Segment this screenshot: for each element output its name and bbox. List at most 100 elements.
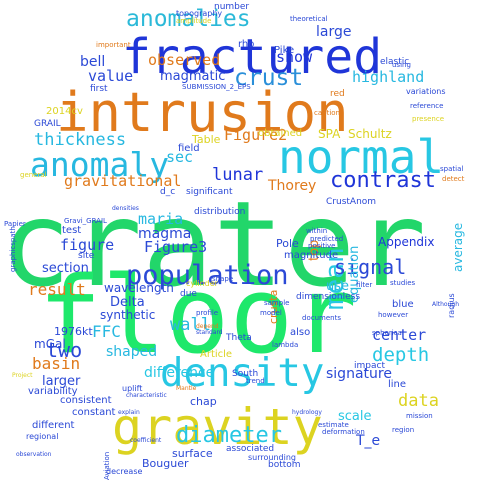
word-important: important: [96, 41, 131, 49]
word-1976kt: 1976kt: [54, 325, 93, 338]
word-grail: GRAIL: [34, 119, 61, 129]
word-profile: profile: [196, 309, 219, 317]
word-using: using: [392, 61, 411, 69]
word-consistent: consistent: [60, 395, 112, 406]
word-two: two: [46, 338, 83, 362]
word-cylinder: cylinder: [186, 279, 218, 288]
word-field: field: [178, 143, 200, 154]
word-site: site: [78, 251, 95, 261]
word-highland: highland: [352, 68, 425, 86]
word-depend: depend: [196, 323, 219, 330]
word-south: South: [232, 369, 259, 379]
word-magmatic: magmatic: [160, 69, 226, 84]
word-number: number: [214, 2, 250, 12]
word-observation: observation: [16, 451, 52, 458]
word-characteristic: characteristic: [126, 392, 167, 399]
word-due: due: [180, 289, 197, 299]
word-estimate: estimate: [318, 421, 349, 429]
word-section: section: [42, 261, 89, 276]
word-figure3: Figure3: [144, 238, 208, 256]
word-observed: observed: [148, 51, 221, 69]
word-line: line: [388, 379, 407, 390]
word-population: population: [126, 260, 289, 291]
word-spherical: spherical: [372, 329, 404, 337]
word-synthetic: synthetic: [100, 308, 156, 322]
word-variations: variations: [406, 87, 446, 96]
word-however: however: [378, 311, 409, 319]
word-first: first: [90, 84, 108, 94]
word-blue: blue: [392, 299, 414, 310]
word-larger: larger: [42, 374, 81, 389]
word-mantle: Mantle: [176, 385, 197, 392]
word-uplift: uplift: [122, 384, 143, 393]
word-maria: maria: [138, 210, 184, 228]
word-table: Table: [192, 133, 221, 146]
word-wavelength: wavelength: [104, 281, 174, 295]
word-constant: constant: [72, 407, 116, 418]
word-gravitational: gravitational: [64, 172, 182, 190]
word-bouguer: Bouguer: [142, 457, 189, 470]
word-sec: sec: [166, 148, 194, 166]
word-dimensionless: dimensionless: [296, 292, 361, 302]
word-hydrology: hydrology: [292, 409, 322, 416]
word-decrease: decrease: [106, 467, 143, 476]
word-figure2: Figure2: [224, 126, 288, 144]
word-test: test: [62, 225, 82, 236]
word-surface: surface: [172, 447, 213, 460]
word-thickness: thickness: [34, 130, 127, 150]
word-graphicspath: graphicspath: [9, 226, 17, 272]
word-studies: studies: [390, 279, 416, 287]
word-trend: trend: [246, 377, 265, 385]
word-wall: wall: [170, 315, 211, 335]
word-large: large: [316, 24, 352, 40]
word-ffc: FFC: [92, 322, 121, 341]
word-intrusion: intrusion: [56, 81, 349, 144]
word-thorey: Thorey: [268, 178, 317, 194]
word-also: also: [290, 327, 311, 338]
word-center: center: [372, 326, 427, 344]
word-impact: impact: [354, 361, 385, 371]
word-basin: basin: [32, 354, 81, 373]
word-variability: variability: [28, 386, 78, 397]
word-article: Article: [200, 349, 233, 360]
word-crater: crater: [0, 175, 427, 313]
word-average: average: [451, 222, 465, 272]
word-lambda: lambda: [272, 341, 299, 349]
word-region: region: [392, 426, 415, 434]
word-contrast: contrast: [330, 168, 436, 193]
word-standard: standard: [196, 329, 223, 336]
word-amplitude: amplitude: [176, 17, 212, 25]
word-schultz: Schultz: [348, 127, 392, 141]
word-predicted: predicted: [310, 235, 344, 243]
word-chap: chap: [190, 395, 217, 408]
word-floor: floor: [38, 254, 358, 377]
word-scale: scale: [338, 409, 372, 424]
word-model: model: [260, 309, 282, 317]
word-regional: regional: [26, 432, 59, 441]
word-shape: shape: [212, 275, 234, 283]
word-distribution: distribution: [194, 207, 246, 217]
word-crustanom: CrustAnom: [326, 197, 377, 207]
word-submission-2-eps: SUBMISSION_2_EPS: [182, 83, 251, 91]
word-fractured: fractured: [122, 29, 383, 85]
word-delta: Delta: [110, 295, 145, 310]
word-deformation: deformation: [322, 428, 365, 436]
word-detect: detect: [442, 175, 465, 183]
word-pole: Pole: [276, 237, 299, 250]
word-normal: normal: [278, 130, 445, 184]
word-density: density: [160, 351, 325, 396]
word-within: within: [306, 227, 328, 235]
word-crust: crust: [234, 65, 304, 91]
word-theoretical: theoretical: [290, 15, 328, 23]
word-filter: filter: [356, 281, 373, 289]
word-gravi-grail: Gravi_GRAIL: [64, 217, 107, 225]
word-pike: Pike: [274, 45, 295, 56]
word-surrounding: surrounding: [248, 453, 296, 462]
word-different: different: [32, 420, 75, 431]
word-red: red: [330, 89, 345, 99]
word-presence: presence: [412, 115, 445, 123]
word-topography: topography: [176, 9, 223, 18]
word-bell: bell: [80, 54, 106, 70]
word-mission: mission: [406, 412, 433, 420]
word-signature: signature: [326, 366, 392, 382]
